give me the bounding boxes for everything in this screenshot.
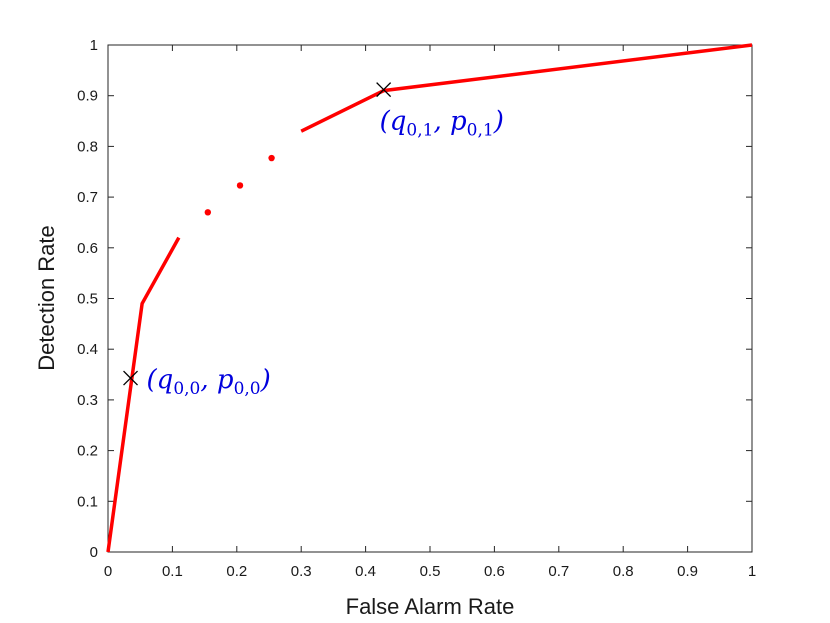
- roc-curve-segment-lower: [106, 236, 181, 553]
- y-tick-label: 0.3: [77, 392, 98, 409]
- y-tick-label: 0.8: [77, 138, 98, 155]
- x-marker-stroke: [123, 370, 138, 386]
- x-axis-title: False Alarm Rate: [346, 594, 515, 619]
- label-text: , p: [200, 365, 234, 395]
- x-marker-stroke: [376, 82, 392, 98]
- y-tick-label: 0.9: [77, 88, 98, 105]
- x-tick-label: 0.2: [226, 563, 247, 580]
- y-tick-label: 0.4: [77, 341, 98, 358]
- ellipsis-dot: [204, 209, 212, 216]
- x-tick-label: 0.8: [613, 563, 634, 580]
- series-layer: [106, 43, 753, 553]
- label-subscript: 0,0: [234, 379, 261, 399]
- y-axis-title: Detection Rate: [34, 225, 59, 371]
- label-subscript: 0,1: [406, 121, 433, 141]
- y-tick-label: 0.7: [77, 189, 98, 206]
- operating-point-label: (q0,0, p0,0): [147, 365, 271, 399]
- x-tick-label: 0.9: [677, 563, 698, 580]
- y-tick-label: 1: [90, 37, 98, 54]
- x-tick-label: 0.7: [548, 563, 569, 580]
- x-tick-label: 0.6: [484, 563, 505, 580]
- operating-point-label: (q0,1, p0,1): [380, 107, 504, 141]
- dots-layer: [204, 154, 275, 216]
- label-subscript: 0,0: [173, 379, 200, 399]
- x-tick-label: 0: [104, 563, 112, 580]
- x-ticks: 0 0.1 0.2 0.3 0.4 0.5 0.6 0.7 0.8 0.9 1: [104, 45, 756, 580]
- label-text: (q: [147, 365, 174, 395]
- ellipsis-dot: [268, 154, 275, 162]
- y-tick-label: 0: [90, 544, 98, 561]
- ellipsis-dot: [236, 182, 244, 189]
- operating-point-marker: [376, 82, 392, 98]
- label-subscript: 0,1: [467, 121, 494, 141]
- label-text: ): [493, 107, 504, 137]
- operating-point-marker: [123, 370, 138, 386]
- y-tick-label: 0.1: [77, 493, 98, 510]
- x-tick-label: 0.5: [420, 563, 441, 580]
- x-tick-label: 0.4: [355, 563, 376, 580]
- x-tick-label: 0.3: [291, 563, 312, 580]
- y-tick-label: 0.2: [77, 443, 98, 460]
- y-tick-label: 0.6: [77, 240, 98, 257]
- y-tick-label: 0.5: [77, 291, 98, 308]
- label-text: , p: [433, 107, 467, 137]
- x-tick-label: 0.1: [162, 563, 183, 580]
- label-text: ): [260, 365, 271, 395]
- roc-curve-segment-upper: [300, 43, 753, 133]
- markers-layer: (q0,0, p0,0)(q0,1, p0,1): [123, 82, 504, 399]
- y-ticks: 0 0.1 0.2 0.3 0.4 0.5 0.6 0.7 0.8 0.9 1: [77, 37, 752, 561]
- plot-area: [107, 44, 753, 553]
- x-tick-label: 1: [748, 563, 756, 580]
- label-text: (q: [380, 107, 407, 137]
